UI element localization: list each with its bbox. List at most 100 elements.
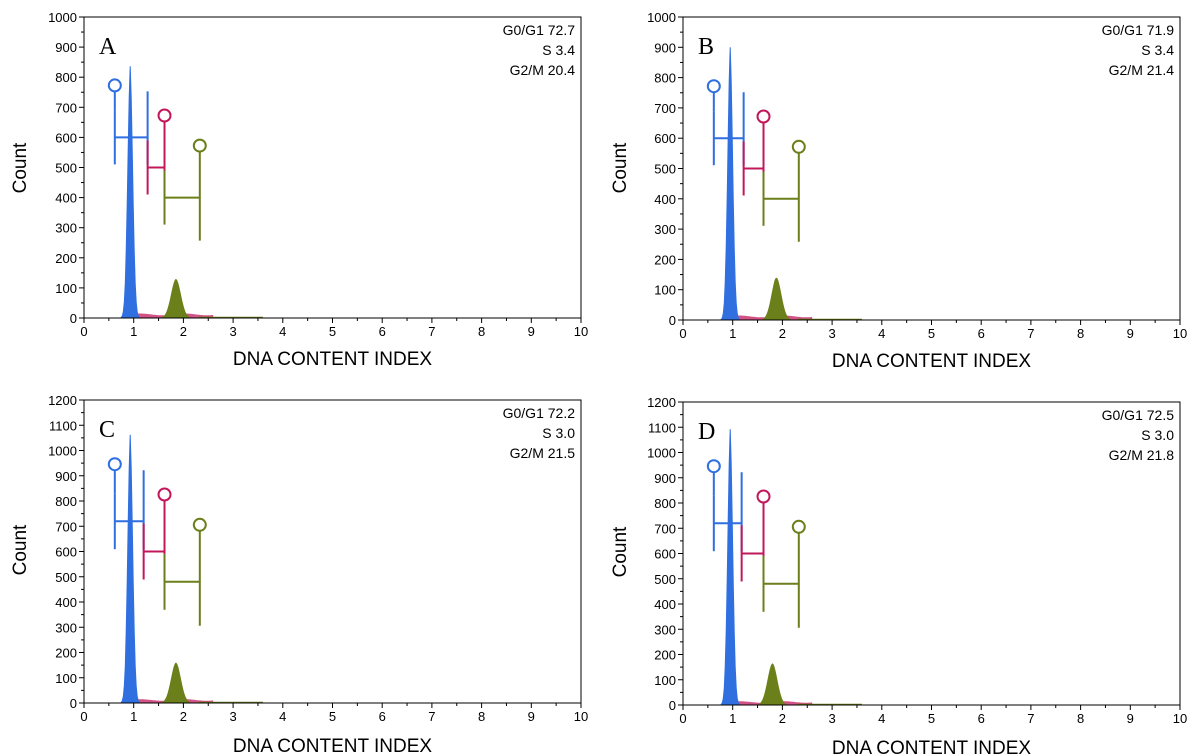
gate-marker-circle: [706, 79, 721, 94]
gate-marker-circle: [107, 78, 122, 93]
x-tick-label: 3: [229, 709, 236, 724]
x-tick-label: 2: [180, 709, 187, 724]
y-tick-label: 800: [654, 496, 676, 511]
y-tick-label: 700: [55, 100, 77, 115]
y-tick-label: 400: [654, 597, 676, 612]
y-tick-label: 500: [55, 570, 77, 585]
x-tick-label: 5: [928, 326, 935, 341]
y-tick-label: 500: [654, 572, 676, 587]
stat-line: G2/M 21.5: [510, 445, 576, 461]
y-tick-label: 300: [55, 221, 77, 236]
x-tick-label: 9: [1127, 326, 1134, 341]
y-tick-label: 600: [654, 131, 676, 146]
x-tick-label: 2: [180, 324, 187, 339]
y-tick-label: 0: [669, 698, 676, 713]
x-tick-label: 9: [1127, 711, 1134, 726]
g2m-peak: [755, 663, 798, 705]
gate-marker-circle: [157, 108, 172, 123]
panel-d: 0100200300400500600700800900100011001200…: [610, 395, 1187, 756]
y-tick-label: 900: [55, 40, 77, 55]
x-tick-label: 9: [528, 709, 535, 724]
panel-a: 0 100 200 300 400 500 600 700 800 900 1000 0 1 2 3 4 5 6 7…: [10, 10, 588, 370]
stat-line: G0/G1 72.7: [503, 22, 576, 38]
gate-marker-circle: [192, 517, 207, 532]
gate-marker-circle: [192, 138, 207, 153]
y-tick-label: 300: [654, 622, 676, 637]
y-tick-label: 100: [654, 673, 676, 688]
x-tick-label: 10: [1173, 711, 1187, 726]
x-tick-label: 4: [878, 711, 885, 726]
y-tick-label: 400: [55, 595, 77, 610]
stat-line: G2/M 21.8: [1109, 447, 1175, 463]
y-tick-label: 1000: [647, 10, 676, 25]
panel-letter: D: [698, 419, 715, 445]
x-tick-label: 6: [379, 709, 386, 724]
stat-line: G0/G1 72.2: [503, 405, 576, 421]
x-tick-label: 1: [130, 324, 137, 339]
x-tick-label: 7: [1027, 711, 1034, 726]
y-tick-label: 900: [654, 471, 676, 486]
y-tick-label: 0: [669, 313, 676, 328]
y-tick-label: 200: [654, 648, 676, 663]
x-tick-label: 7: [1027, 326, 1034, 341]
y-tick-label: 700: [55, 519, 77, 534]
stat-line: G2/M 20.4: [510, 62, 576, 78]
y-tick-label: 200: [55, 646, 77, 661]
x-tick-label: 0: [80, 324, 87, 339]
x-tick-label: 6: [379, 324, 386, 339]
y-tick-label: 200: [654, 252, 676, 267]
gate-g0g1: [107, 457, 145, 550]
g0g1-peak: [113, 66, 149, 318]
y-tick-label: 200: [55, 251, 77, 266]
x-tick-label: 7: [428, 324, 435, 339]
y-tick-label: 100: [654, 283, 676, 298]
x-tick-label: 10: [1173, 326, 1187, 341]
stat-line: S 3.4: [542, 42, 575, 58]
x-tick-label: 4: [279, 709, 286, 724]
y-tick-label: 100: [55, 281, 77, 296]
x-tick-label: 1: [729, 711, 736, 726]
y-tick-label: 600: [55, 545, 77, 560]
y-tick-label: 800: [55, 70, 77, 85]
panel-c: 0100200300400500600700800900100011001200…: [10, 393, 588, 756]
gate-marker-circle: [157, 487, 172, 502]
gate-marker-circle: [791, 519, 806, 534]
stat-line: G0/G1 72.5: [1102, 407, 1175, 423]
y-tick-label: 1200: [647, 395, 676, 410]
y-axis-title: Count: [10, 524, 31, 575]
gate-marker-circle: [706, 459, 721, 474]
gate-g2m: [762, 519, 806, 628]
y-tick-label: 1000: [647, 446, 676, 461]
x-tick-label: 2: [779, 711, 786, 726]
x-tick-label: 5: [928, 711, 935, 726]
y-tick-label: 1000: [48, 10, 77, 25]
y-axis-title: Count: [10, 142, 31, 193]
gate-g2m: [762, 139, 806, 242]
x-tick-label: 8: [1077, 326, 1084, 341]
y-tick-label: 0: [70, 311, 77, 326]
gate-marker-circle: [756, 489, 771, 504]
gate-g2m: [163, 138, 207, 241]
g2m-peak: [156, 279, 199, 318]
x-tick-label: 8: [478, 709, 485, 724]
x-axis-title: DNA CONTENT INDEX: [233, 736, 433, 756]
stat-line: G0/G1 71.9: [1102, 22, 1175, 38]
y-tick-label: 400: [654, 192, 676, 207]
x-tick-label: 10: [574, 709, 588, 724]
x-tick-label: 5: [329, 709, 336, 724]
panel-b: 0 100 200 300 400 500 600 700 800 900 1000 0 1 2 3 4 5 6 7…: [610, 10, 1187, 372]
gate-marker-circle: [756, 109, 771, 124]
stat-line: S 3.0: [542, 425, 575, 441]
y-tick-label: 300: [55, 620, 77, 635]
y-tick-label: 1200: [48, 393, 77, 408]
y-tick-label: 1100: [648, 420, 676, 435]
x-tick-label: 10: [574, 324, 588, 339]
x-axis-title: DNA CONTENT INDEX: [832, 351, 1032, 372]
x-tick-label: 6: [978, 711, 985, 726]
g2m-peak: [156, 662, 199, 703]
gate-marker-circle: [791, 139, 806, 154]
y-tick-label: 1100: [49, 418, 77, 433]
stat-line: S 3.4: [1141, 42, 1174, 58]
y-tick-label: 900: [55, 469, 77, 484]
